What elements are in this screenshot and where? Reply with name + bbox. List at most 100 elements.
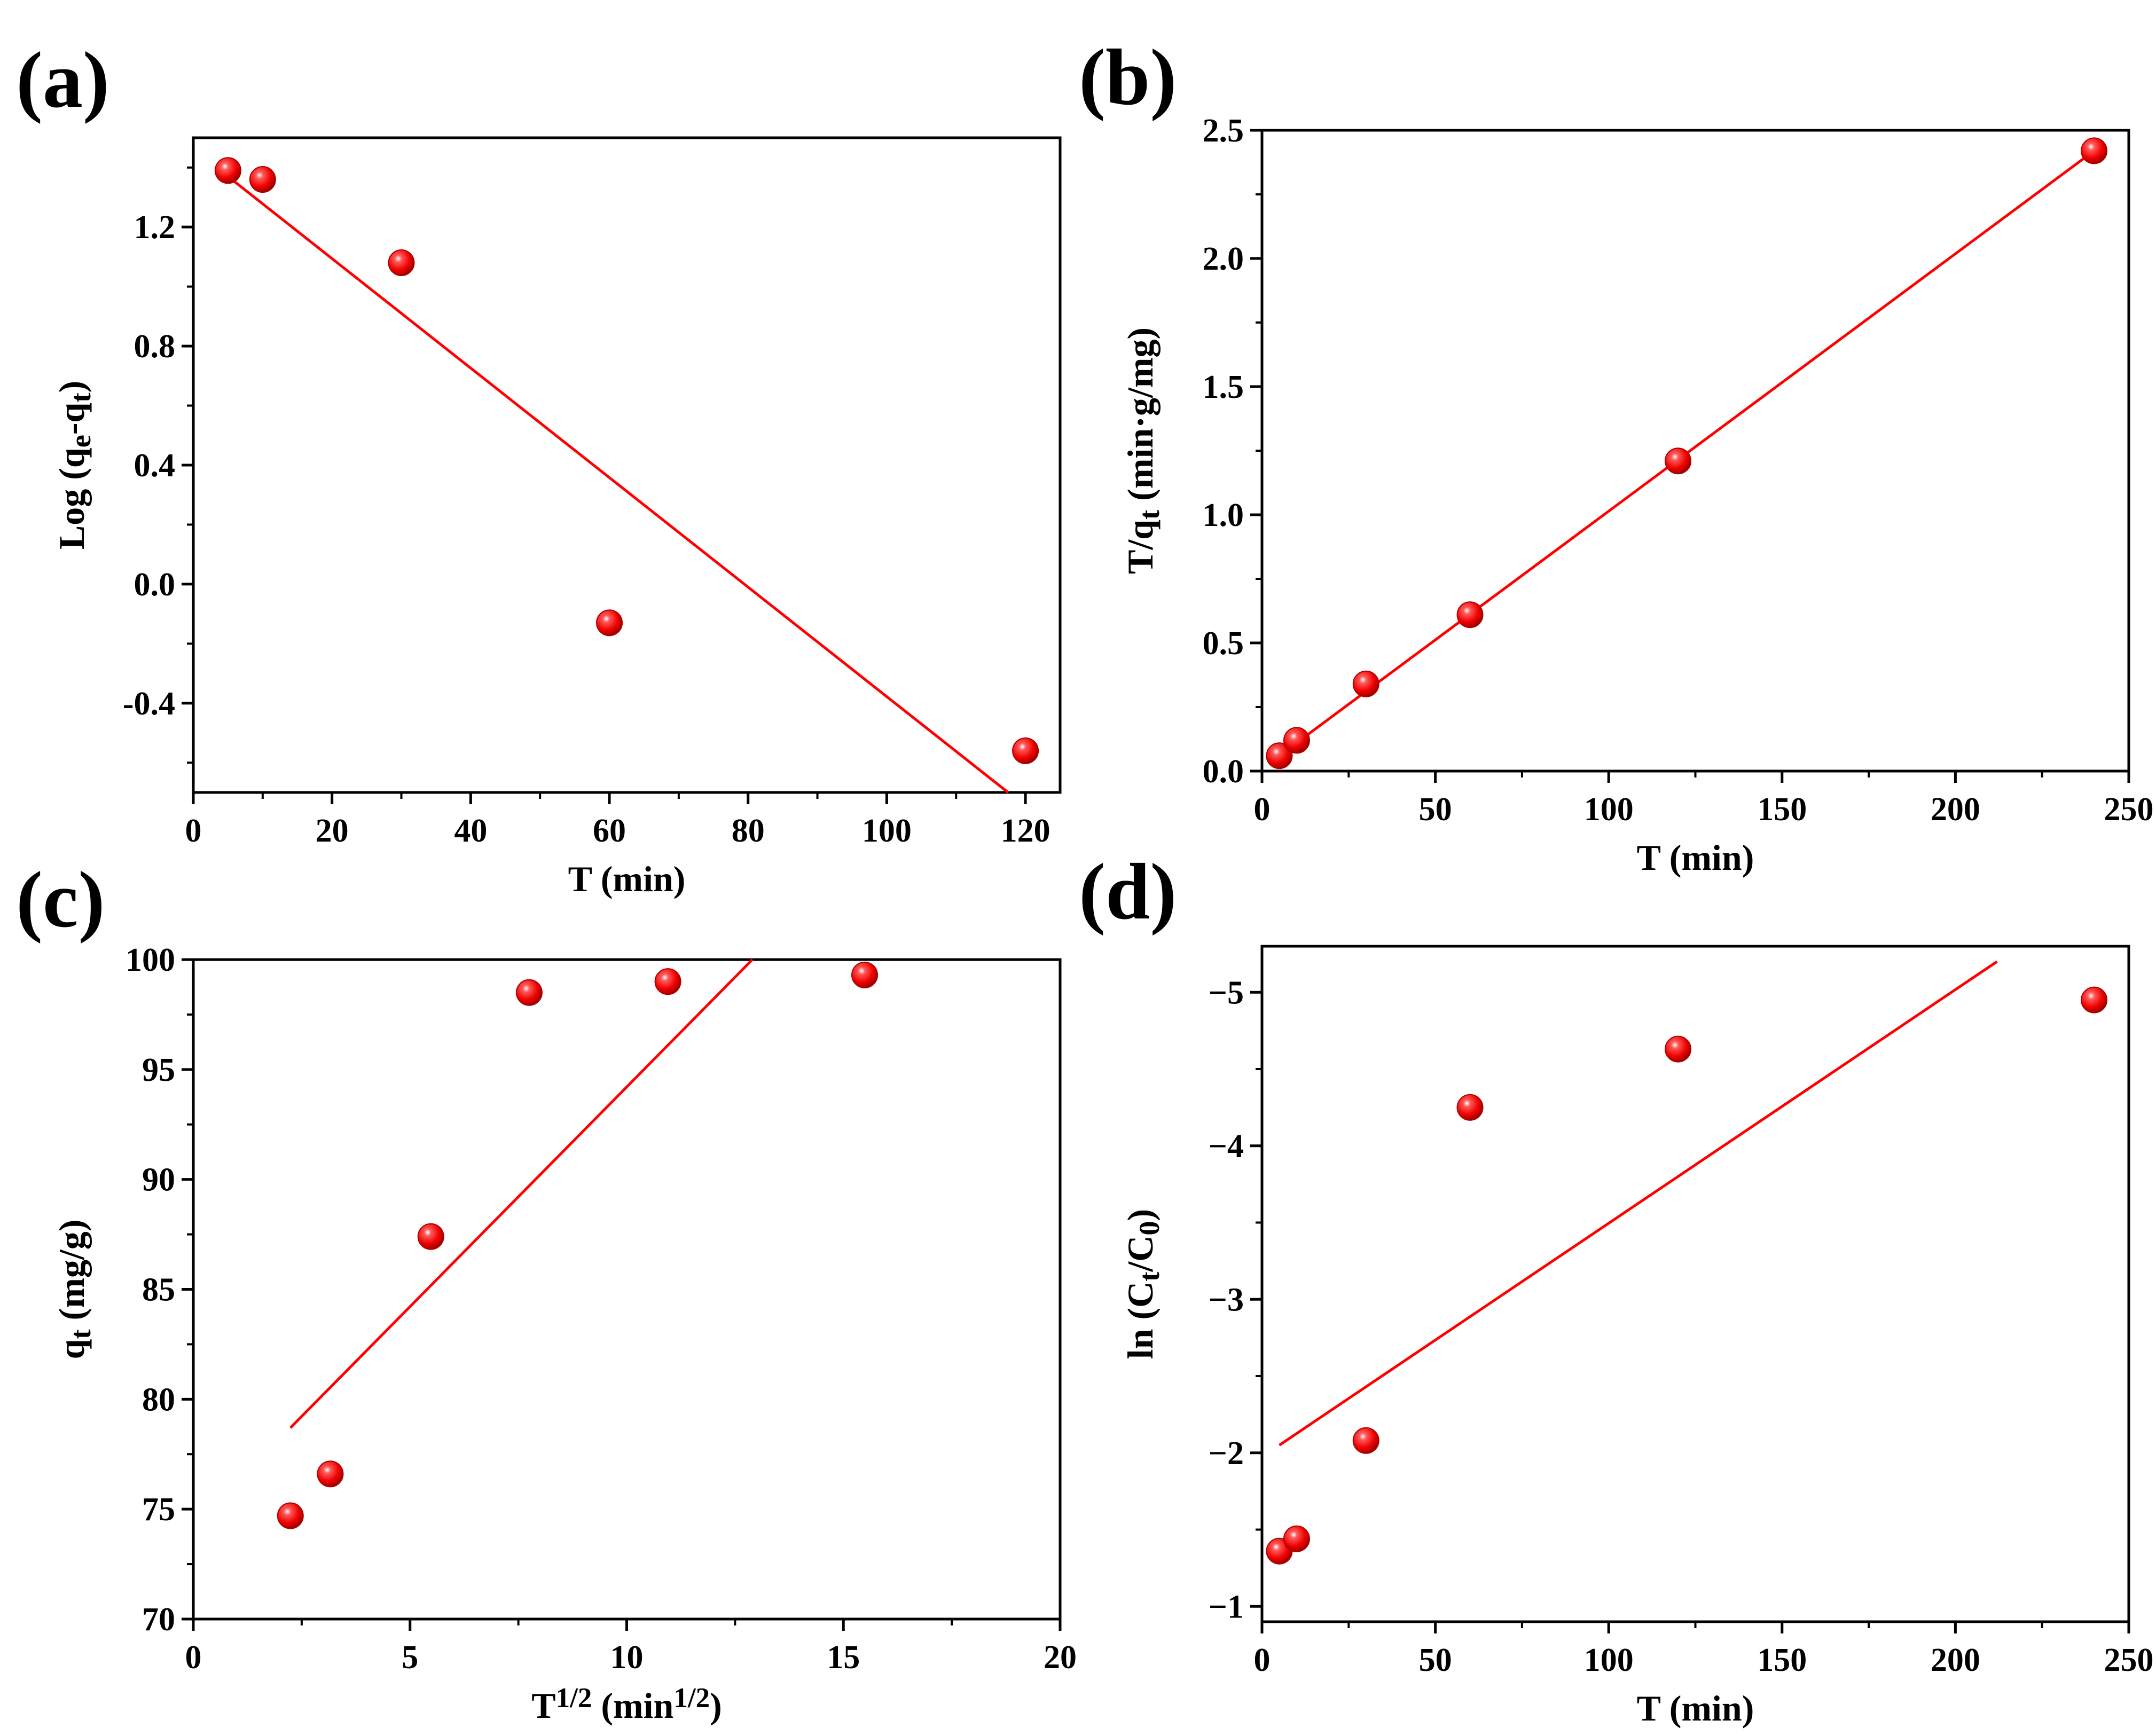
y-axis-label-part: Log (q <box>51 447 92 549</box>
x-tick-label: 250 <box>2104 791 2154 828</box>
panel-label: (c) <box>16 855 105 944</box>
x-tick-label: 100 <box>1584 1642 1634 1678</box>
x-axis-label-part: 1/2 <box>556 1683 592 1714</box>
x-tick-label: 40 <box>454 813 487 849</box>
y-tick-label: 70 <box>142 1601 175 1638</box>
data-point <box>214 157 241 184</box>
x-axis-label-part: 1/2 <box>673 1683 710 1714</box>
y-axis-label-part: t <box>65 1329 97 1339</box>
plot-frame <box>1260 945 2130 1623</box>
plot-frame <box>1260 129 2130 773</box>
y-axis-label-part: /C <box>1120 1236 1161 1272</box>
y-axis-label-part: (mg/g) <box>51 1220 92 1330</box>
panel-d: (d) 0 50 100 150 200 250 −1 −2 −3 −4 −5 T (min) ln (C… <box>1079 847 2154 1729</box>
y-tick-label: 0.0 <box>1203 753 1244 790</box>
x-tick-label: 0 <box>1254 791 1271 828</box>
x-tick-label: 150 <box>1757 791 1807 828</box>
x-axis-label: T (min) <box>1637 1688 1754 1729</box>
panel-b: (b) 0 50 100 150 200 250 0.0 0.5 1.0 1.5 2.0 2.5 T (m… <box>1079 33 2154 878</box>
x-tick-label: 200 <box>1931 1642 1980 1678</box>
data-point <box>317 1460 344 1488</box>
x-tick-label: 100 <box>1584 791 1634 828</box>
data-point <box>1266 742 1293 769</box>
data-point <box>1456 601 1484 629</box>
y-tick-label: -0.4 <box>123 686 175 722</box>
x-tick-label: 20 <box>1044 1639 1077 1676</box>
y-axis-label-part: -q <box>51 402 92 435</box>
x-tick-label: 0 <box>185 813 202 849</box>
y-tick-label: −2 <box>1209 1435 1244 1472</box>
y-axis-label-part: ) <box>51 381 92 393</box>
x-tick-label: 50 <box>1419 791 1452 828</box>
y-tick-label: 1.2 <box>134 209 176 246</box>
y-axis-label-part: t <box>1133 1272 1165 1282</box>
y-axis-label-part: (min·g/mg) <box>1120 327 1161 510</box>
data-point <box>1283 1525 1310 1552</box>
x-tick-label: 60 <box>593 813 626 849</box>
data-point <box>1352 670 1379 697</box>
x-tick-label: 20 <box>316 813 349 849</box>
panel-label: (b) <box>1079 33 1177 122</box>
x-axis-label-part: T <box>531 1685 555 1726</box>
y-tick-label: 85 <box>142 1272 175 1308</box>
y-tick-label: 90 <box>142 1162 175 1198</box>
x-axis-label: T1/2 (min1/2) <box>531 1683 722 1726</box>
y-axis-label: ln (Ct/C0) <box>1120 1209 1165 1359</box>
y-axis-label: qt (mg/g) <box>51 1220 97 1360</box>
y-tick-label: −3 <box>1209 1282 1244 1318</box>
data-point <box>417 1223 444 1250</box>
y-axis-label: Log (qe-qt) <box>51 381 97 549</box>
data-point <box>388 249 415 277</box>
y-axis-label-part: t <box>65 393 97 403</box>
data-point <box>277 1502 304 1529</box>
panel-label: (d) <box>1079 847 1177 936</box>
x-tick-label: 0 <box>185 1639 202 1676</box>
x-tick-label: 15 <box>827 1639 860 1676</box>
data-point <box>654 968 681 995</box>
data-point <box>249 166 276 193</box>
y-tick-label: 2.5 <box>1203 113 1244 149</box>
fit-line <box>227 175 1009 794</box>
y-tick-label: 0.5 <box>1203 625 1244 662</box>
y-axis-label-part: T/q <box>1120 520 1161 574</box>
data-point <box>2081 137 2108 164</box>
y-tick-label: 0.8 <box>134 328 176 365</box>
x-tick-label: 0 <box>1254 1642 1271 1678</box>
x-axis-label-part: ) <box>710 1685 722 1726</box>
data-point <box>596 609 623 637</box>
y-axis-label-part: ln (C <box>1120 1282 1161 1359</box>
y-tick-label: 1.0 <box>1203 497 1244 533</box>
y-axis-label-part: 0 <box>1133 1221 1165 1235</box>
panel-label: (a) <box>16 36 109 124</box>
plot-frame <box>192 136 1062 794</box>
y-axis-label: T/qt (min·g/mg) <box>1120 327 1165 574</box>
y-tick-label: 0.4 <box>134 447 176 484</box>
y-axis-label-part: t <box>1133 510 1165 520</box>
x-axis-label: T (min) <box>568 859 686 899</box>
y-axis-label-part: q <box>51 1339 92 1359</box>
x-tick-label: 100 <box>862 813 912 849</box>
data-point <box>1665 447 1692 475</box>
y-tick-label: 75 <box>142 1491 175 1528</box>
data-point <box>1456 1094 1484 1121</box>
y-tick-label: 80 <box>142 1381 175 1418</box>
x-axis-label: T (min) <box>1637 837 1754 878</box>
x-tick-label: 150 <box>1757 1642 1807 1678</box>
fit-line <box>289 959 754 1429</box>
plot-frame <box>192 958 1062 1621</box>
data-point <box>1352 1427 1379 1454</box>
x-tick-label: 200 <box>1931 791 1980 828</box>
fit-line <box>1279 960 1998 1447</box>
y-tick-label: 1.5 <box>1203 369 1244 405</box>
data-point <box>1665 1035 1692 1063</box>
y-tick-label: 95 <box>142 1052 175 1088</box>
data-point <box>2081 986 2108 1014</box>
x-axis-label-part: (min <box>592 1685 673 1726</box>
panel-a: (a) 0 20 40 60 80 100 120 -0.4 0.0 0.4 0.8 1.2 T (min… <box>16 36 1062 899</box>
y-tick-label: 2.0 <box>1203 241 1244 277</box>
y-tick-label: −1 <box>1209 1589 1244 1625</box>
y-tick-label: −5 <box>1209 975 1244 1011</box>
x-tick-label: 5 <box>402 1639 418 1676</box>
data-point <box>1012 737 1039 764</box>
